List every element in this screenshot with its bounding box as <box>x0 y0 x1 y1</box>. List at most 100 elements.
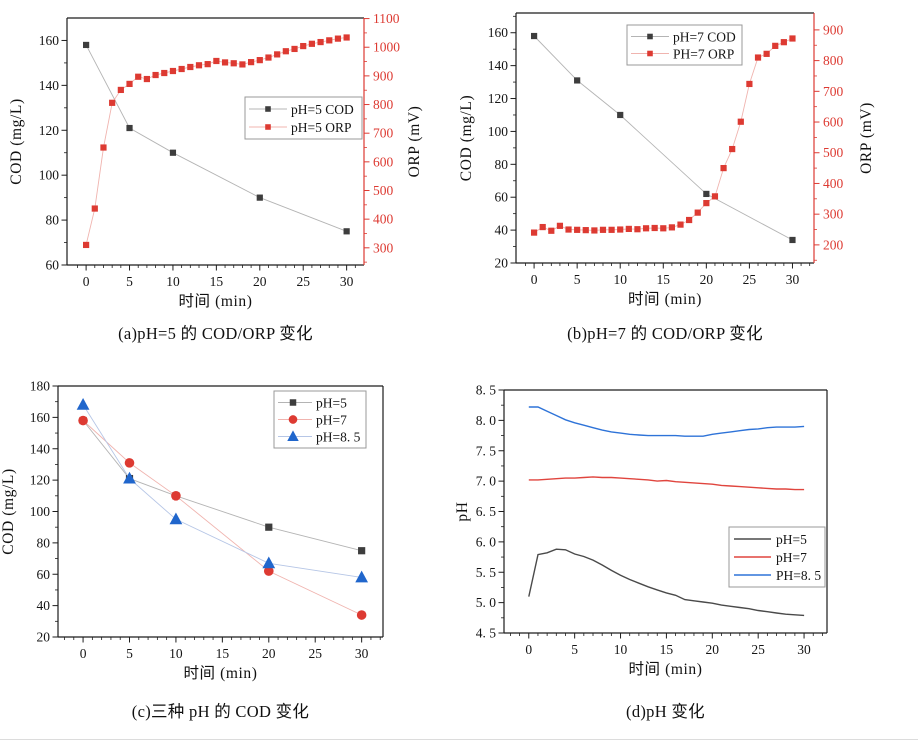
svg-text:时间 (min): 时间 (min) <box>183 664 257 682</box>
svg-text:10: 10 <box>169 646 183 661</box>
svg-text:pH=5 ORP: pH=5 ORP <box>291 120 352 135</box>
svg-text:15: 15 <box>210 274 224 289</box>
svg-text:PH=7 ORP: PH=7 ORP <box>673 46 734 61</box>
svg-text:25: 25 <box>308 646 322 661</box>
svg-text:160: 160 <box>39 33 60 48</box>
svg-text:140: 140 <box>30 441 51 456</box>
legend: pH=5 pH=7 PH=8. 5 <box>728 526 826 588</box>
svg-text:400: 400 <box>373 212 394 227</box>
chart-b-plot: 0 5 10 15 20 25 30 20 40 60 80 100 120 140 160 200 300 40… <box>458 12 875 308</box>
svg-text:120: 120 <box>39 123 60 138</box>
svg-text:40: 40 <box>495 223 509 238</box>
svg-text:pH=5: pH=5 <box>776 532 807 547</box>
axis-titles: 时间 (min) pH <box>454 501 702 678</box>
y2-axis: 200 300 400 500 600 700 800 900 <box>814 22 844 261</box>
svg-text:140: 140 <box>488 58 509 73</box>
svg-text:5: 5 <box>571 642 578 657</box>
svg-text:15: 15 <box>657 272 671 287</box>
chart-a: 0 5 10 15 20 25 30 60 80 100 120 140 160 300 400 500 600… <box>0 0 459 370</box>
svg-text:5. 0: 5. 0 <box>476 595 497 610</box>
svg-text:100: 100 <box>30 504 51 519</box>
svg-text:800: 800 <box>823 53 844 68</box>
series-PH=8.-5 <box>528 406 805 437</box>
legend: pH=7 COD PH=7 ORP <box>626 24 743 66</box>
svg-text:20: 20 <box>253 274 267 289</box>
svg-text:800: 800 <box>373 97 394 112</box>
svg-text:COD (mg/L): COD (mg/L) <box>458 95 475 182</box>
svg-text:600: 600 <box>823 115 844 130</box>
svg-text:时间 (min): 时间 (min) <box>628 290 702 308</box>
series-pH=7 <box>528 476 805 491</box>
svg-text:15: 15 <box>216 646 230 661</box>
svg-text:COD (mg/L): COD (mg/L) <box>0 468 17 555</box>
svg-text:120: 120 <box>30 473 51 488</box>
chart-c-caption: (c)三种 pH 的 COD 变化 <box>131 702 310 721</box>
svg-text:25: 25 <box>296 274 310 289</box>
svg-text:pH: pH <box>454 501 471 521</box>
series-pH=5-ORP <box>83 34 350 249</box>
svg-text:5: 5 <box>126 646 133 661</box>
x-axis: 0 5 10 15 20 25 30 <box>510 633 823 657</box>
series-PH=7-ORP <box>530 35 796 236</box>
svg-text:5. 5: 5. 5 <box>476 565 497 580</box>
svg-text:500: 500 <box>823 145 844 160</box>
y2-axis: 300 400 500 600 700 800 900 1000 1100 <box>364 11 400 263</box>
chart-a-caption: (a)pH=5 的 COD/ORP 变化 <box>118 324 313 343</box>
svg-text:100: 100 <box>488 124 509 139</box>
svg-text:160: 160 <box>30 410 51 425</box>
svg-text:COD (mg/L): COD (mg/L) <box>8 98 25 185</box>
legend: pH=5 pH=7 pH=8. 5 <box>273 390 367 449</box>
svg-text:pH=7: pH=7 <box>316 412 347 427</box>
svg-text:300: 300 <box>373 240 394 255</box>
svg-text:5: 5 <box>574 272 581 287</box>
svg-text:25: 25 <box>743 272 757 287</box>
chart-d-plot: 0 5 10 15 20 25 30 4. 5 5. 0 5. 5 6. 0 6. 5 7. 0 7. 5… <box>454 383 828 678</box>
chart-b: 0 5 10 15 20 25 30 20 40 60 80 100 120 140 160 200 300 40… <box>458 0 918 370</box>
svg-text:60: 60 <box>46 258 60 273</box>
svg-text:180: 180 <box>30 379 51 394</box>
svg-text:300: 300 <box>823 207 844 222</box>
svg-text:6. 5: 6. 5 <box>476 504 497 519</box>
svg-text:30: 30 <box>786 272 800 287</box>
svg-text:160: 160 <box>488 25 509 40</box>
svg-text:120: 120 <box>488 91 509 106</box>
legend: pH=5 COD pH=5 ORP <box>244 96 363 140</box>
svg-text:900: 900 <box>823 22 844 37</box>
y-axis: 20 40 60 80 100 120 140 160 <box>488 15 516 271</box>
y-axis: 20 40 60 80 100 120 140 160 180 <box>30 379 58 645</box>
svg-text:pH=5 COD: pH=5 COD <box>291 102 354 117</box>
svg-text:100: 100 <box>39 168 60 183</box>
axis-titles: 时间 (min) COD (mg/L) ORP (mV) <box>8 98 423 310</box>
svg-text:600: 600 <box>373 154 394 169</box>
series-pH=5 <box>528 548 805 617</box>
svg-text:pH=8. 5: pH=8. 5 <box>316 429 361 444</box>
svg-text:1100: 1100 <box>373 11 400 26</box>
svg-text:15: 15 <box>660 642 674 657</box>
svg-text:pH=7 COD: pH=7 COD <box>673 29 736 44</box>
svg-text:30: 30 <box>355 646 369 661</box>
x-axis: 0 5 10 15 20 25 30 <box>64 637 381 661</box>
svg-text:10: 10 <box>614 642 628 657</box>
svg-text:80: 80 <box>46 213 60 228</box>
svg-text:10: 10 <box>613 272 627 287</box>
plot-frame <box>515 12 815 264</box>
y-axis: 60 80 100 120 140 160 <box>39 33 67 273</box>
svg-text:80: 80 <box>495 157 509 172</box>
svg-text:500: 500 <box>373 183 394 198</box>
svg-text:20: 20 <box>495 256 509 271</box>
x-axis: 0 5 10 15 20 25 30 <box>77 265 356 289</box>
svg-text:25: 25 <box>751 642 765 657</box>
svg-text:200: 200 <box>823 237 844 252</box>
series-pH=7-COD <box>530 32 796 244</box>
svg-text:7. 5: 7. 5 <box>476 443 497 458</box>
svg-text:0: 0 <box>525 642 532 657</box>
svg-text:20: 20 <box>37 630 51 645</box>
svg-text:20: 20 <box>262 646 276 661</box>
svg-text:0: 0 <box>80 646 87 661</box>
svg-text:8. 5: 8. 5 <box>476 383 497 398</box>
axis-titles: 时间 (min) COD (mg/L) ORP (mV) <box>458 95 875 308</box>
chart-d-caption: (d)pH 变化 <box>626 702 705 721</box>
svg-text:80: 80 <box>37 535 51 550</box>
y-axis: 4. 5 5. 0 5. 5 6. 0 6. 5 7. 0 7. 5 8. 0 8. 5 <box>476 383 504 641</box>
